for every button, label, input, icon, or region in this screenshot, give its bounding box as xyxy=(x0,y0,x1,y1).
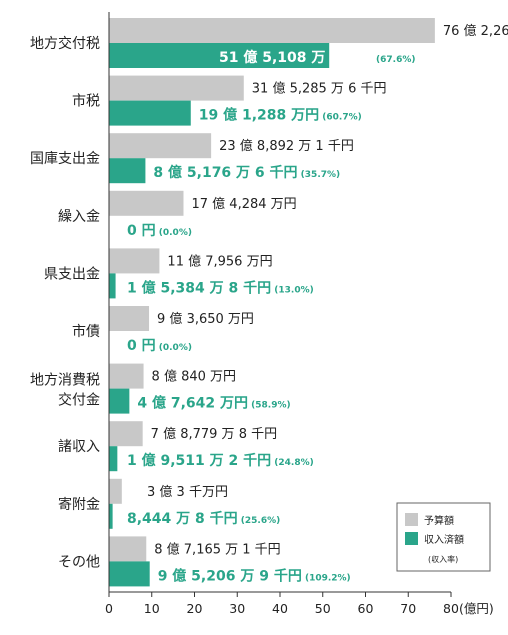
received-bar xyxy=(109,273,116,299)
received-value-label: 1 億 5,384 万 8 千円 (13.0%) xyxy=(127,279,314,296)
budget-value-label: 31 億 5,285 万 6 千円 xyxy=(252,81,387,97)
category-label: 寄附金 xyxy=(58,496,100,513)
received-rate-label: (25.6%) xyxy=(238,516,281,526)
received-rate-label: (0.0%) xyxy=(156,343,192,353)
legend-budget-swatch xyxy=(405,513,418,526)
received-rate-label: (67.6%) xyxy=(373,55,416,65)
received-bar xyxy=(109,446,118,472)
category-label: 地方交付税 xyxy=(30,35,100,52)
legend-budget-label: 予算額 xyxy=(424,514,454,527)
received-bar xyxy=(109,43,330,68)
received-bar xyxy=(109,561,150,587)
category-label: その他 xyxy=(58,554,100,570)
budget-value-label: 11 億 7,956 万円 xyxy=(167,253,272,269)
category-label: 国庫支出金 xyxy=(30,150,100,167)
x-tick-label: 10 xyxy=(144,601,160,616)
budget-bar xyxy=(109,306,150,331)
budget-bar xyxy=(109,75,244,101)
received-value-label: 0 円 (0.0%) xyxy=(127,223,192,239)
budget-bar xyxy=(109,421,143,447)
x-tick-label: 60 xyxy=(358,601,374,616)
budget-value-label: 17 億 4,284 万円 xyxy=(192,196,297,212)
legend-received-swatch xyxy=(405,532,418,545)
x-tick-label: 20 xyxy=(187,601,203,616)
received-value-label: 9 億 5,206 万 9 千円 (109.2%) xyxy=(158,567,351,584)
budget-value-label: 8 億 840 万円 xyxy=(152,369,236,385)
category-label: 地方消費税交付金 xyxy=(30,373,100,409)
budget-value-label: 7 億 8,779 万 8 千円 xyxy=(151,426,277,442)
budget-value-label: 9 億 3,650 万円 xyxy=(157,311,254,327)
budget-bar xyxy=(109,536,147,562)
x-tick-label: 80 xyxy=(443,601,459,616)
received-value-label: 1 億 9,511 万 2 千円 (24.8%) xyxy=(127,452,314,469)
received-value-label: 51 億 5,108 万 5 千円 (67.6%) xyxy=(219,49,415,66)
x-tick-label: 50 xyxy=(315,601,331,616)
legend-received-label: 収入済額 xyxy=(424,533,464,546)
budget-value-label: 23 億 8,892 万 1 千円 xyxy=(219,138,354,154)
category-label: 繰入金 xyxy=(58,209,100,225)
labels-layer: 地方交付税 76 億 2,264 万 7 千円 51 億 5,108 万 5 千円 … xyxy=(30,23,508,584)
received-bar xyxy=(109,100,191,126)
budget-value-label: 3 億 3 千万円 xyxy=(147,484,228,500)
received-value-label: 4 億 7,642 万円 (58.9%) xyxy=(137,395,290,412)
budget-bar xyxy=(109,133,212,159)
received-value-label: 8,444 万 8 千円 (25.6%) xyxy=(127,510,280,527)
received-value-label: 8 億 5,176 万 6 千円 (35.7%) xyxy=(153,164,340,181)
received-rate-label: (58.9%) xyxy=(248,401,291,411)
received-rate-label: (24.8%) xyxy=(271,458,314,468)
x-tick-label: 40 xyxy=(272,601,288,616)
received-value-label: 0 円 (0.0%) xyxy=(127,338,192,354)
received-rate-label: (0.0%) xyxy=(156,228,192,238)
received-value-label: 19 億 1,288 万円 (60.7%) xyxy=(199,107,362,124)
received-rate-label: (35.7%) xyxy=(298,170,341,180)
x-tick-label: 0 xyxy=(105,601,113,616)
bars-layer xyxy=(109,18,435,587)
x-tick-label: 30 xyxy=(229,601,245,616)
budget-bar xyxy=(109,18,435,43)
category-label: 県支出金 xyxy=(44,266,100,282)
x-tick-label: 70 xyxy=(400,601,416,616)
received-rate-label: (60.7%) xyxy=(319,113,362,123)
budget-bar xyxy=(109,190,184,216)
x-axis: 0 10 20 30 40 50 60 70 80 (億円) xyxy=(105,12,494,616)
category-label: 諸収入 xyxy=(58,439,100,455)
category-label: 市税 xyxy=(72,93,100,110)
budget-value-label: 8 億 7,165 万 1 千円 xyxy=(154,541,280,557)
budget-bar xyxy=(109,478,122,504)
received-rate-label: (13.0%) xyxy=(271,285,314,295)
category-label: 市債 xyxy=(72,323,100,340)
received-bar xyxy=(109,388,130,414)
budget-value-label: 76 億 2,264 万 7 千円 xyxy=(443,23,508,39)
received-bar xyxy=(109,158,146,184)
budget-bar xyxy=(109,363,144,389)
budget-bar xyxy=(109,248,160,274)
x-axis-unit: (億円) xyxy=(459,601,494,616)
received-bar xyxy=(109,503,113,529)
received-rate-label: (109.2%) xyxy=(302,573,351,583)
legend-rate-note: (収入率) xyxy=(428,554,458,564)
